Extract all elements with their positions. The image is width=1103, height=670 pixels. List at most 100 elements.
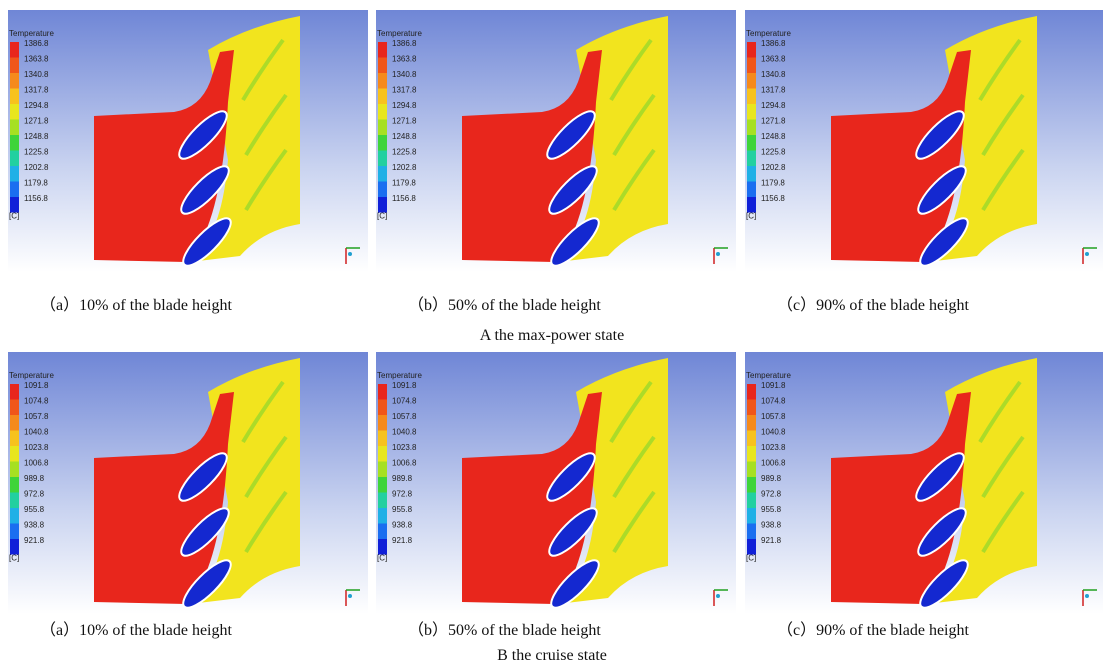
- legend-label: 1294.8: [761, 101, 786, 110]
- colorbar-band: [10, 151, 19, 167]
- legend-label: 1023.8: [392, 443, 417, 452]
- colorbar-band: [10, 400, 19, 416]
- colorbar-band: [747, 524, 756, 540]
- colorbar-band: [378, 42, 387, 58]
- colorbar-band: [378, 135, 387, 151]
- legend-unit: [C]: [377, 554, 387, 563]
- colorbar-band: [10, 508, 19, 524]
- colorbar-band: [747, 73, 756, 89]
- colorbar-band: [10, 58, 19, 74]
- legend-label: 1363.8: [24, 55, 49, 64]
- caption: （b）50% of the blade height: [408, 621, 601, 639]
- colorbar-band: [10, 135, 19, 151]
- colorbar-band: [10, 493, 19, 509]
- legend-unit: [C]: [9, 212, 19, 221]
- contour-panel: Temperature1386.81363.81340.81317.81294.…: [8, 10, 368, 272]
- legend-label: 1156.8: [392, 194, 416, 203]
- legend-label: 1386.8: [392, 39, 417, 48]
- legend-label: 1006.8: [24, 459, 49, 468]
- legend-label: 1179.8: [392, 179, 416, 188]
- colorbar-band: [747, 431, 756, 447]
- colorbar-band: [747, 120, 756, 136]
- colorbar-band: [378, 415, 387, 431]
- legend-label: 1271.8: [24, 117, 49, 126]
- caption: （a）10% of the blade height: [40, 621, 233, 639]
- colorbar-band: [747, 197, 756, 213]
- legend-title: Temperature: [377, 29, 422, 38]
- legend-label: 1271.8: [761, 117, 786, 126]
- legend-label: 921.8: [392, 536, 413, 545]
- legend-label: 989.8: [24, 474, 45, 483]
- axis-triad-z: [1085, 252, 1089, 256]
- colorbar-band: [378, 151, 387, 167]
- colorbar-band: [378, 400, 387, 416]
- legend-title: Temperature: [746, 29, 791, 38]
- colorbar-band: [378, 58, 387, 74]
- colorbar-band: [378, 462, 387, 478]
- colorbar-band: [378, 197, 387, 213]
- legend-label: 1248.8: [24, 132, 49, 141]
- legend-unit: [C]: [746, 554, 756, 563]
- colorbar-band: [10, 120, 19, 136]
- legend-label: 938.8: [761, 521, 782, 530]
- legend-label: 1057.8: [761, 412, 786, 421]
- colorbar-band: [747, 104, 756, 120]
- legend-label: 1317.8: [392, 86, 417, 95]
- legend-label: 921.8: [761, 536, 782, 545]
- colorbar-band: [747, 166, 756, 182]
- colorbar-band: [10, 73, 19, 89]
- colorbar-band: [747, 384, 756, 400]
- legend-label: 972.8: [392, 490, 413, 499]
- colorbar-band: [378, 89, 387, 105]
- row-title: B the cruise state: [497, 647, 607, 664]
- colorbar-band: [10, 42, 19, 58]
- legend-label: 938.8: [24, 521, 45, 530]
- contour-panel: Temperature1386.81363.81340.81317.81294.…: [745, 10, 1103, 272]
- axis-triad-z: [716, 252, 720, 256]
- colorbar-band: [378, 104, 387, 120]
- caption: （a）10% of the blade height: [40, 296, 233, 314]
- legend-label: 1074.8: [392, 397, 417, 406]
- colorbar-band: [10, 446, 19, 462]
- colorbar-band: [378, 524, 387, 540]
- colorbar-band: [378, 508, 387, 524]
- legend-label: 1271.8: [392, 117, 417, 126]
- colorbar-band: [10, 104, 19, 120]
- legend-label: 1363.8: [761, 55, 786, 64]
- legend-unit: [C]: [9, 554, 19, 563]
- colorbar-band: [10, 462, 19, 478]
- colorbar-band: [747, 477, 756, 493]
- contour-panel: Temperature1091.81074.81057.81040.81023.…: [8, 352, 368, 614]
- colorbar-band: [378, 384, 387, 400]
- colorbar-band: [378, 446, 387, 462]
- legend-label: 955.8: [761, 505, 782, 514]
- legend-label: 1023.8: [761, 443, 786, 452]
- legend-title: Temperature: [746, 371, 791, 380]
- caption: （c）90% of the blade height: [777, 621, 970, 639]
- legend-label: 972.8: [24, 490, 45, 499]
- legend-label: 1202.8: [392, 163, 417, 172]
- legend-label: 1317.8: [761, 86, 786, 95]
- legend-label: 1248.8: [392, 132, 417, 141]
- legend-label: 1091.8: [761, 381, 786, 390]
- colorbar-band: [747, 89, 756, 105]
- legend-label: 1057.8: [24, 412, 49, 421]
- colorbar-band: [10, 182, 19, 198]
- colorbar-band: [747, 446, 756, 462]
- contour-panel: Temperature1091.81074.81057.81040.81023.…: [745, 352, 1103, 614]
- legend-label: 1091.8: [24, 381, 49, 390]
- row-title: A the max-power state: [480, 327, 624, 344]
- legend-label: 1202.8: [24, 163, 49, 172]
- legend-label: 1317.8: [24, 86, 49, 95]
- legend-label: 921.8: [24, 536, 45, 545]
- legend-label: 1225.8: [392, 148, 417, 157]
- colorbar-band: [747, 42, 756, 58]
- legend-label: 1294.8: [24, 101, 49, 110]
- colorbar-band: [747, 151, 756, 167]
- colorbar-band: [378, 477, 387, 493]
- legend-label: 1340.8: [761, 70, 786, 79]
- legend-label: 1023.8: [24, 443, 49, 452]
- legend-label: 1248.8: [761, 132, 786, 141]
- legend-label: 1074.8: [24, 397, 49, 406]
- legend-label: 1225.8: [761, 148, 786, 157]
